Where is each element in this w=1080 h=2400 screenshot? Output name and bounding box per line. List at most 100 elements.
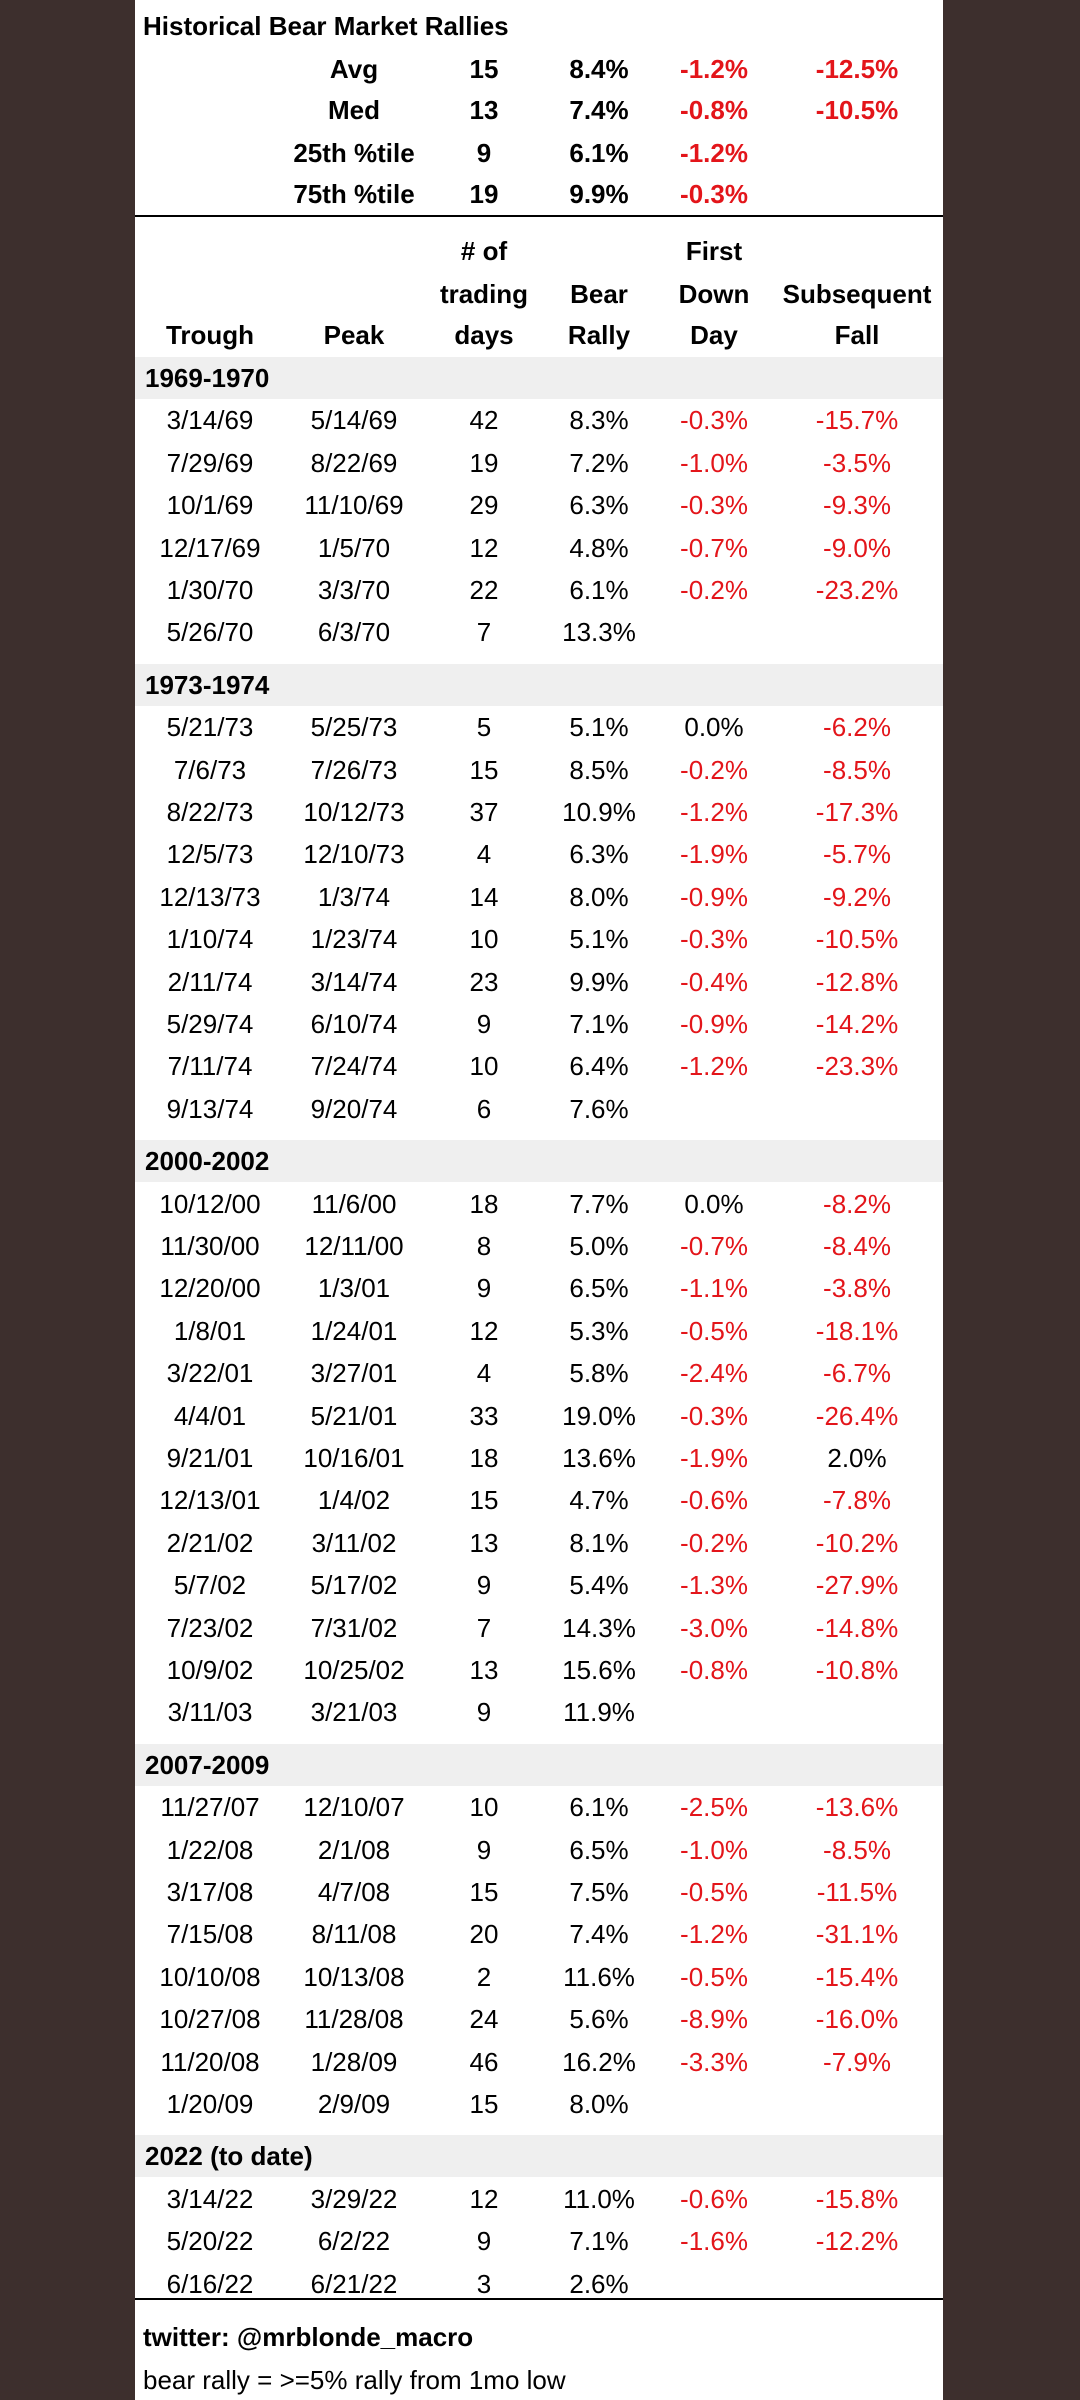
cell: -3.5%: [823, 447, 891, 478]
summary-days: 19: [469, 179, 499, 209]
cell: 7/15/08: [166, 1919, 254, 1950]
cell: 1/5/70: [317, 532, 391, 563]
cell: -7.8%: [823, 1485, 891, 1516]
cell: 2/21/02: [166, 1527, 254, 1558]
column-header: # of: [460, 236, 508, 266]
cell: 46: [469, 2046, 499, 2077]
cell: 14: [469, 881, 499, 912]
cell: 5.8%: [569, 1358, 629, 1389]
cell: 8/11/08: [311, 1919, 397, 1950]
cell: 7.2%: [569, 447, 629, 478]
cell: -0.5%: [680, 1315, 748, 1346]
cell: 12/11/00: [304, 1231, 404, 1261]
cell: -0.5%: [680, 1961, 748, 1992]
cell: 5.1%: [569, 924, 629, 955]
cell: 10/13/08: [303, 1961, 405, 1992]
cell: 1/3/01: [317, 1273, 391, 1304]
column-header: Bear: [570, 279, 628, 309]
summary-days: 15: [469, 54, 499, 84]
cell: 5/7/02: [173, 1570, 247, 1601]
cell: 9/21/01: [166, 1443, 254, 1473]
cell: 11.0%: [563, 2183, 635, 2214]
cell: 15: [469, 1877, 499, 1907]
cell: 12: [469, 532, 499, 563]
cell: 5.3%: [569, 1315, 629, 1346]
cell: 2/11/74: [167, 966, 253, 997]
section-band: [135, 663, 943, 706]
cell: 7/23/02: [166, 1612, 254, 1643]
cell: 18: [469, 1443, 499, 1473]
cell: -1.1%: [680, 1273, 748, 1304]
cell: 3/11/02: [311, 1527, 397, 1558]
note: bear rally = >=5% rally from 1mo low: [143, 2365, 566, 2395]
cell: 11/6/00: [311, 1188, 397, 1219]
cell: 9: [476, 1697, 492, 1728]
cell: -1.3%: [680, 1570, 748, 1601]
cell: -0.7%: [680, 532, 748, 563]
section-band: [135, 1743, 943, 1786]
cell: -0.2%: [680, 754, 748, 785]
cell: 6.1%: [569, 1792, 629, 1823]
column-header: Rally: [567, 320, 631, 350]
cell: 7: [476, 1612, 492, 1643]
cell: 15.6%: [562, 1655, 636, 1685]
column-header: First: [685, 236, 743, 266]
cell: -15.4%: [815, 1961, 899, 1992]
column-header: days: [454, 320, 514, 350]
cell: 10/9/02: [166, 1655, 254, 1685]
cell: 8.0%: [569, 881, 629, 912]
cell: 15: [469, 1485, 499, 1516]
cell: -15.7%: [815, 405, 899, 436]
cell: 3: [476, 2268, 492, 2299]
cell: 15: [469, 754, 499, 785]
cell: 33: [469, 1400, 499, 1431]
cell: 10: [469, 924, 499, 955]
cell: -0.3%: [680, 924, 748, 955]
table-panel: Historical Bear Market Rallies Avg 15 8.4% -…: [135, 0, 943, 2400]
section-label: 1969-1970: [145, 363, 270, 393]
cell: 4.7%: [569, 1485, 629, 1516]
cell: -5.7%: [823, 839, 891, 870]
cell: -18.1%: [815, 1315, 899, 1346]
cell: -1.6%: [680, 2226, 748, 2257]
cell: -1.2%: [680, 1919, 748, 1950]
cell: 8: [476, 1231, 492, 1261]
cell: 10/16/01: [303, 1443, 405, 1473]
column-header: Subsequent: [782, 279, 932, 309]
cell: 7.1%: [569, 2226, 629, 2257]
cell: 10: [469, 1792, 499, 1823]
cell: 10/1/69: [166, 490, 254, 521]
divider: [135, 215, 943, 217]
summary-days: 13: [469, 95, 499, 125]
cell: 1/3/74: [317, 881, 391, 912]
cell: -0.4%: [680, 966, 748, 997]
cell: 3/17/08: [166, 1877, 254, 1907]
cell: 6.3%: [569, 839, 629, 870]
column-header: Peak: [323, 320, 385, 350]
cell: 12: [469, 1315, 499, 1346]
cell: -1.0%: [680, 1834, 748, 1865]
cell: 6/10/74: [310, 1009, 398, 1039]
section-band: [135, 2135, 943, 2178]
cell: 5/21/01: [310, 1400, 398, 1431]
cell: 12/17/69: [159, 532, 261, 563]
cell: 6/21/22: [310, 2268, 398, 2299]
cell: 37: [469, 797, 499, 827]
cell: 7: [476, 617, 492, 648]
cell: -10.2%: [815, 1527, 899, 1558]
cell: 7/6/73: [173, 754, 247, 785]
cell: -0.2%: [680, 1527, 748, 1558]
summary-rally: 6.1%: [569, 138, 629, 168]
cell: 6.1%: [569, 575, 629, 605]
summary-days: 9: [476, 138, 492, 168]
cell: 29: [469, 490, 499, 521]
cell: 7/29/69: [166, 447, 254, 478]
cell: 1/8/01: [173, 1315, 247, 1346]
cell: 11.6%: [563, 1961, 635, 1992]
cell: -26.4%: [815, 1400, 899, 1431]
cell: 22: [469, 575, 499, 605]
summary-first-down: -0.8%: [680, 95, 748, 125]
cell: 6: [476, 1093, 492, 1124]
cell: -15.8%: [815, 2183, 899, 2214]
cell: 13.6%: [562, 1443, 636, 1473]
